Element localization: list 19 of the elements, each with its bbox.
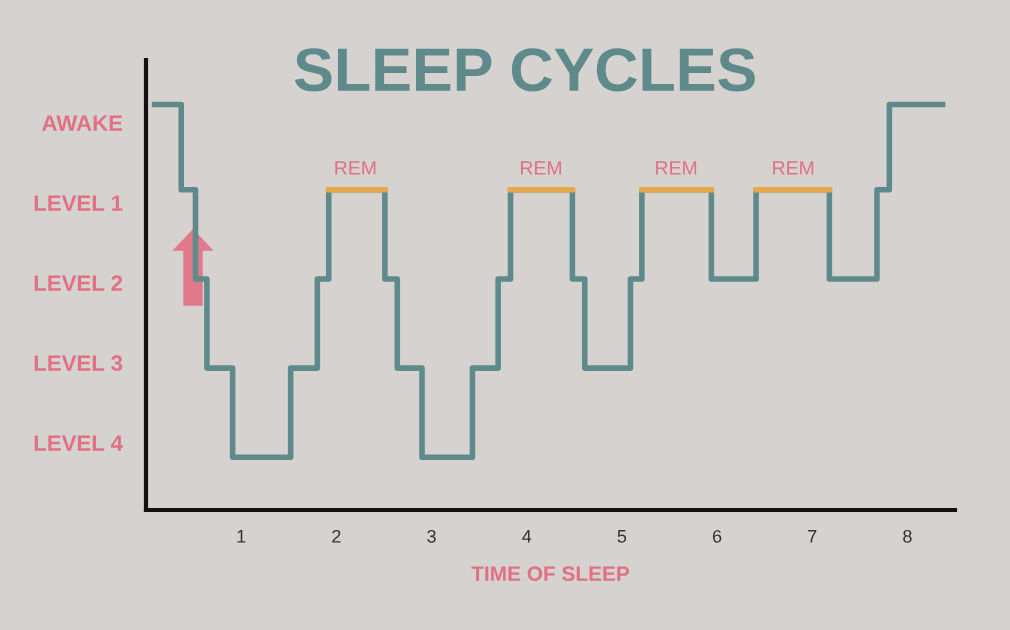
chart-title: SLEEP CYCLES — [294, 48, 755, 92]
text: AWAKE — [42, 115, 123, 131]
annotation: REM — [520, 161, 561, 175]
x-tick-label: 7 — [808, 530, 817, 543]
annotation: REM — [656, 161, 697, 175]
x-tick-label: 5 — [617, 530, 627, 543]
x-tick-label: 2 — [332, 529, 341, 543]
text: LEVEL 1 — [34, 195, 123, 211]
text: LEVEL 2 — [34, 275, 123, 291]
x-tick-label: 6 — [712, 529, 722, 543]
x-tick-label: 1 — [237, 530, 246, 543]
x-tick-label: 3 — [427, 529, 436, 543]
x-axis-title: TIME OF SLEEP — [471, 566, 630, 582]
text: LEVEL 3 — [34, 355, 123, 371]
annotation: REM — [773, 161, 814, 175]
annotation: REM — [335, 161, 376, 175]
text: LEVEL 4 — [34, 435, 123, 451]
x-tick-label: 8 — [903, 529, 912, 543]
x-tick-label: 4 — [522, 530, 532, 543]
